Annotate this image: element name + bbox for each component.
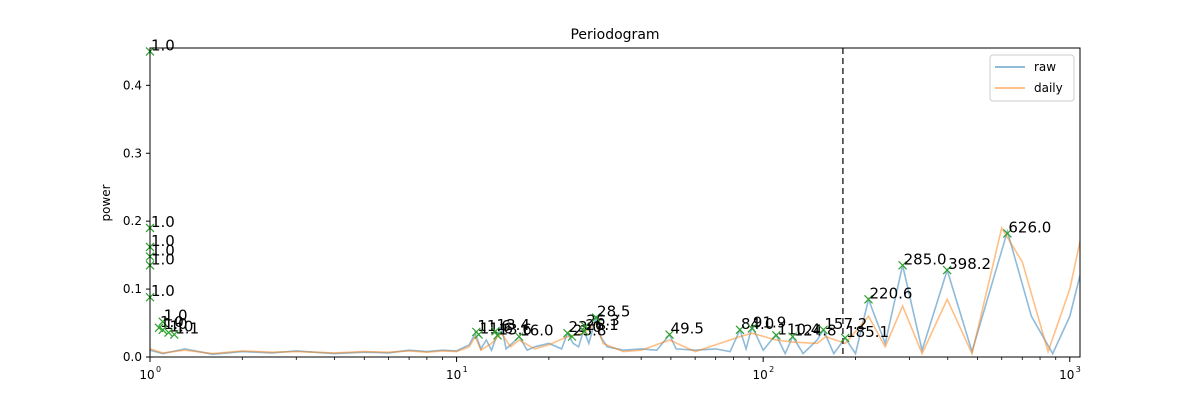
peak-label: 1.0 [151,241,175,259]
legend-label-daily: daily [1034,81,1063,95]
x-tick-exponent: 0 [156,365,161,374]
peak-label: 1.0 [151,213,175,231]
peak-label: 1.0 [170,318,194,336]
x-tick-exponent: 3 [1076,365,1081,374]
peak-marker [591,313,601,323]
peak-label: 185.1 [846,323,889,341]
plot-area: 1.01.01.01.01.01.01.01.01.01.01.1 11.611.… [123,36,1081,382]
peak-marker [158,317,168,327]
peak-marker [579,326,589,336]
peak-label: 1.0 [151,36,175,54]
peak-marker [818,325,828,335]
peak-label: 11.6 [477,317,510,335]
peak-label: 23.8 [573,322,606,340]
x-tick-label: 10 [139,368,154,382]
plot-frame [149,47,1081,358]
y-tick-label: 0.4 [123,78,142,92]
legend: raw daily [989,54,1075,102]
x-tick-label: 10 [753,368,768,382]
peak-marker [493,330,502,340]
peak-marker [474,330,484,340]
peak-marker [735,325,745,335]
y-axis-label: power [99,184,113,221]
peak-marker [864,294,873,304]
peak-label: 157.2 [824,315,867,333]
peak-label: 626.0 [1008,218,1051,236]
peak-label: 91.9 [753,313,786,331]
series-line-daily [150,225,1080,357]
peak-marker [169,330,179,340]
peak-marker [788,332,798,342]
peak-marker [1002,228,1012,238]
peak-label: 16.0 [520,322,553,340]
peak-label: 1.0 [151,250,175,268]
peak-marker [164,328,174,337]
x-tick-exponent: 1 [463,365,468,374]
chart-title: Periodogram [570,27,659,43]
y-tick-label: 0.2 [123,214,142,228]
peak-marker [665,330,674,340]
peak-marker [898,260,908,270]
peak-label: 1.0 [151,232,175,250]
x-tick-label: 10 [446,368,461,382]
x-tick-label: 10 [1059,368,1074,382]
legend-label-raw: raw [1034,60,1056,74]
y-tick-label: 0.1 [123,282,142,296]
peak-label: 398.2 [948,255,991,273]
peak-label: 220.6 [870,284,913,302]
peak-label: 49.5 [671,320,704,338]
peak-marker [747,324,757,333]
y-tick-label: 0.3 [123,146,142,160]
peak-label: 11.6 [480,320,513,338]
peak-label: 28.5 [597,303,630,321]
peak-label: 1.0 [164,315,188,333]
peak-label: 124.8 [794,322,837,340]
peak-label: 1.1 [175,320,199,338]
peak-label: 1.0 [164,307,188,325]
peak-marker [514,332,524,342]
peak-marker [771,330,781,340]
peak-label: 13.6 [499,320,532,338]
peak-label: 110.4 [777,320,820,338]
peak-marker [840,333,850,343]
peak-label: 84.0 [741,315,774,333]
peak-marker [158,325,168,335]
y-tick-label: 0.0 [123,350,142,364]
peak-label: 1.0 [151,282,175,300]
peak-marker [563,328,572,338]
peak-label: 285.0 [904,250,947,268]
peak-marker [567,332,577,342]
x-tick-exponent: 2 [769,365,774,374]
peak-label: 13.4 [497,316,530,334]
peak-marker [942,265,952,275]
